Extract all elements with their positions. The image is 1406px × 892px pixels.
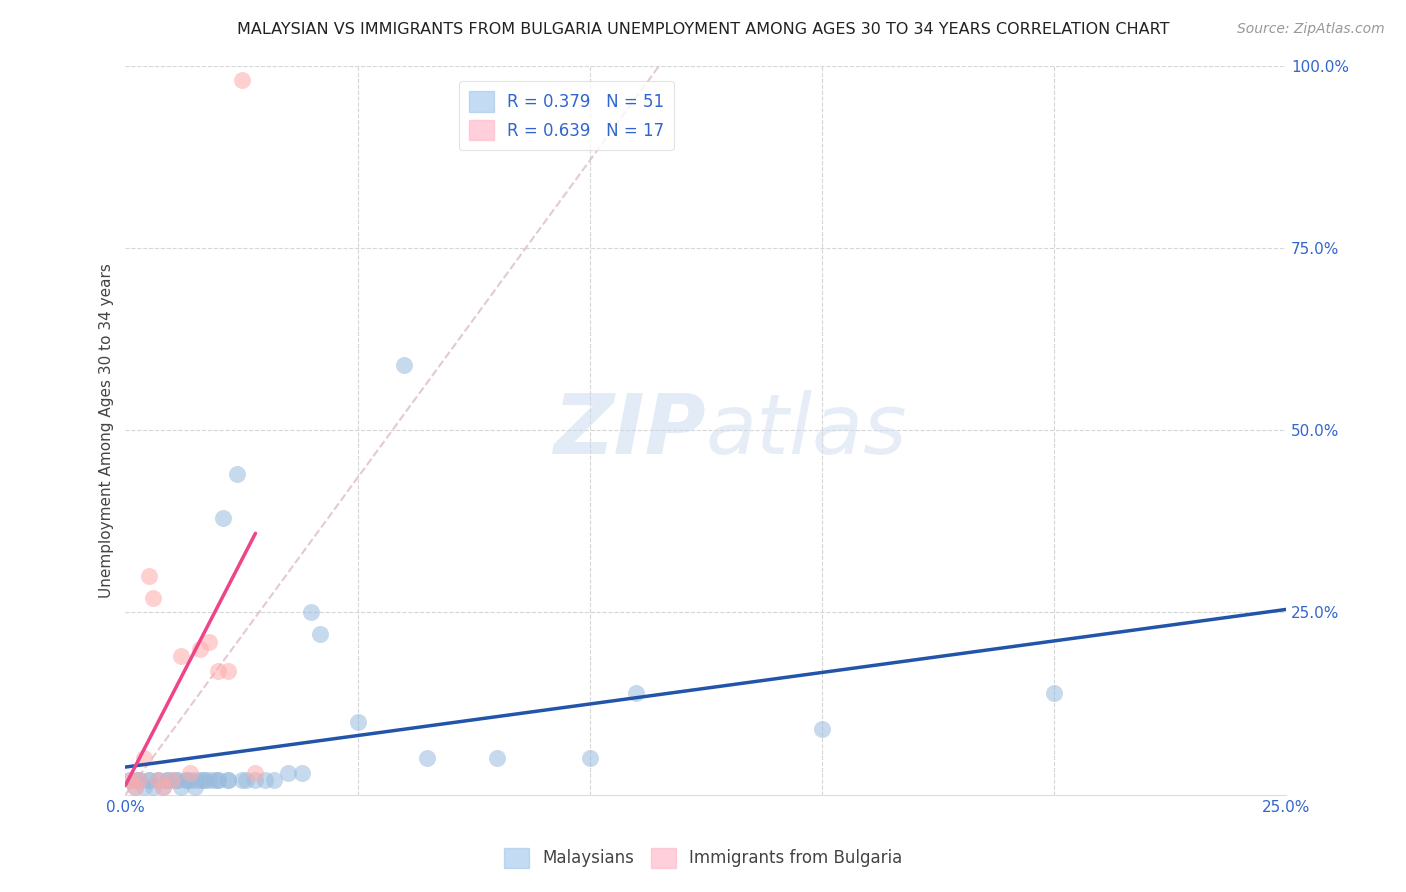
Point <box>624 685 647 699</box>
Point <box>152 780 174 795</box>
Point <box>142 780 165 795</box>
Point <box>309 627 332 641</box>
Point <box>179 773 201 788</box>
Legend: R = 0.379   N = 51, R = 0.639   N = 17: R = 0.379 N = 51, R = 0.639 N = 17 <box>458 81 675 150</box>
Point <box>174 773 197 788</box>
Point <box>174 773 197 788</box>
Point <box>128 773 150 788</box>
Point <box>184 780 207 795</box>
Point <box>207 773 229 788</box>
Point <box>124 780 146 795</box>
Text: atlas: atlas <box>706 390 907 471</box>
Text: MALAYSIAN VS IMMIGRANTS FROM BULGARIA UNEMPLOYMENT AMONG AGES 30 TO 34 YEARS COR: MALAYSIAN VS IMMIGRANTS FROM BULGARIA UN… <box>236 22 1170 37</box>
Point <box>138 773 160 788</box>
Point <box>124 780 146 795</box>
Point <box>253 773 276 788</box>
Point <box>170 649 193 664</box>
Point <box>212 510 235 524</box>
Point <box>132 780 155 795</box>
Point <box>578 751 600 765</box>
Point <box>179 765 201 780</box>
Point <box>156 773 179 788</box>
Point <box>263 773 285 788</box>
Point <box>193 773 215 788</box>
Point <box>217 664 239 678</box>
Point <box>142 591 165 605</box>
Point <box>485 751 508 765</box>
Text: Source: ZipAtlas.com: Source: ZipAtlas.com <box>1237 22 1385 37</box>
Point <box>156 773 179 788</box>
Point <box>124 773 146 788</box>
Point <box>120 773 142 788</box>
Point <box>235 773 257 788</box>
Point <box>138 773 160 788</box>
Point <box>188 773 211 788</box>
Point <box>166 773 188 788</box>
Point <box>217 773 239 788</box>
Point <box>225 467 247 481</box>
Point <box>198 773 221 788</box>
Point <box>810 722 832 736</box>
Point <box>299 606 322 620</box>
Point <box>138 569 160 583</box>
Point <box>160 773 183 788</box>
Point <box>188 641 211 656</box>
Point <box>160 773 183 788</box>
Point <box>217 773 239 788</box>
Point <box>231 773 253 788</box>
Point <box>170 780 193 795</box>
Point <box>166 773 188 788</box>
Point <box>202 773 225 788</box>
Point <box>128 773 150 788</box>
Point <box>146 773 169 788</box>
Point <box>207 773 229 788</box>
Point <box>132 751 155 765</box>
Point <box>184 773 207 788</box>
Point <box>193 773 215 788</box>
Point <box>277 765 299 780</box>
Point <box>291 765 314 780</box>
Point <box>152 780 174 795</box>
Point <box>207 664 229 678</box>
Point <box>198 634 221 648</box>
Point <box>245 773 267 788</box>
Point <box>146 773 169 788</box>
Text: ZIP: ZIP <box>553 390 706 471</box>
Point <box>346 714 368 729</box>
Y-axis label: Unemployment Among Ages 30 to 34 years: Unemployment Among Ages 30 to 34 years <box>100 263 114 598</box>
Point <box>231 73 253 87</box>
Point <box>245 765 267 780</box>
Legend: Malaysians, Immigrants from Bulgaria: Malaysians, Immigrants from Bulgaria <box>498 841 908 875</box>
Point <box>392 358 415 372</box>
Point <box>128 773 150 788</box>
Point <box>146 773 169 788</box>
Point <box>416 751 439 765</box>
Point <box>1043 685 1066 699</box>
Point <box>120 773 142 788</box>
